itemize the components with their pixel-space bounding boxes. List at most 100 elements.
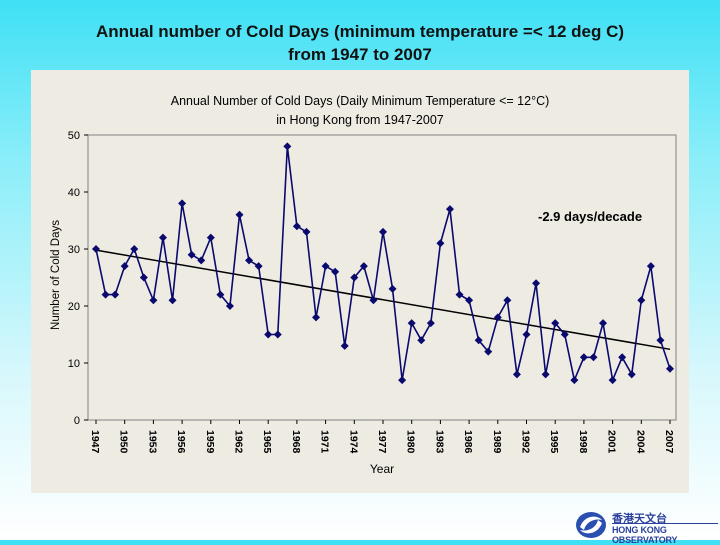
data-point (225, 302, 234, 310)
data-point (522, 330, 531, 339)
hong-kong-observatory-logo: 香港天文台 HONG KONG OBSERVATORY (572, 508, 720, 545)
x-tick-label: 1962 (233, 430, 245, 454)
data-point (503, 296, 512, 305)
chart-panel (31, 70, 689, 493)
data-point (560, 330, 569, 339)
x-tick-label: 2004 (634, 430, 646, 454)
data-point (149, 296, 158, 305)
data-point (350, 273, 359, 282)
data-point (512, 370, 521, 379)
data-point (388, 284, 397, 293)
data-point (120, 262, 129, 271)
chart-title-line1: Annual Number of Cold Days (Daily Minimu… (171, 94, 550, 108)
data-point (436, 239, 445, 248)
data-point (455, 290, 464, 299)
logo-chinese-text: 香港天文台 (612, 513, 667, 525)
y-axis-label: Number of Cold Days (50, 220, 62, 330)
data-point (111, 290, 120, 299)
data-point (197, 256, 206, 265)
x-tick-label: 1995 (548, 430, 560, 454)
data-point (493, 313, 502, 322)
data-point (292, 222, 301, 231)
data-point (359, 262, 368, 271)
data-point (407, 319, 416, 328)
data-point (656, 336, 665, 345)
x-tick-label: 1965 (261, 430, 273, 454)
data-point (139, 273, 148, 282)
data-point (445, 205, 454, 214)
data-point (541, 370, 550, 379)
data-point (627, 370, 636, 379)
x-tick-label: 2007 (663, 430, 675, 454)
y-tick-label: 0 (74, 415, 80, 427)
data-point (312, 313, 321, 322)
x-tick-label: 1953 (146, 430, 158, 454)
data-point (589, 353, 598, 362)
x-tick-label: 1992 (520, 430, 532, 454)
data-point (570, 376, 579, 385)
data-point (302, 227, 311, 236)
y-tick-label: 20 (68, 301, 80, 313)
x-tick-label: 1977 (376, 430, 388, 454)
data-point (264, 330, 273, 339)
x-tick-label: 1971 (319, 430, 331, 454)
logo-divider (612, 523, 718, 524)
x-tick-label: 1968 (290, 430, 302, 454)
series-line (95, 146, 671, 383)
data-point (187, 250, 196, 259)
data-point (178, 199, 187, 208)
data-point (608, 376, 617, 385)
slide-title-line1: Annual number of Cold Days (minimum temp… (95, 22, 625, 41)
data-point (426, 319, 435, 328)
data-point (465, 296, 474, 305)
data-point (206, 233, 215, 242)
data-point (273, 330, 282, 339)
slide-title-line2: from 1947 to 2007 (288, 45, 432, 64)
data-point (321, 262, 330, 271)
x-tick-label: 1947 (89, 430, 101, 454)
logo-english-text: HONG KONG OBSERVATORY (612, 525, 678, 545)
observatory-swirl-icon (576, 512, 606, 538)
data-point (618, 353, 627, 362)
data-point (369, 296, 378, 305)
x-tick-label: 1989 (491, 430, 503, 454)
data-point (484, 347, 493, 356)
data-point (340, 341, 349, 350)
x-tick-label: 1956 (175, 430, 187, 454)
data-point (331, 267, 340, 276)
data-point (599, 319, 608, 328)
x-tick-label: 1980 (405, 430, 417, 454)
x-tick-label: 2001 (606, 430, 618, 454)
data-point (579, 353, 588, 362)
data-point (168, 296, 177, 305)
x-axis-label: Year (370, 462, 394, 476)
data-point (637, 296, 646, 305)
data-point (398, 376, 407, 385)
y-tick-label: 40 (68, 187, 80, 199)
x-tick-label: 1974 (347, 430, 359, 454)
y-tick-label: 50 (68, 130, 80, 142)
y-tick-label: 30 (68, 244, 80, 256)
data-point (101, 290, 110, 299)
x-tick-label: 1959 (204, 430, 216, 454)
plot-area (87, 134, 677, 421)
data-point (245, 256, 254, 265)
x-tick-label: 1986 (462, 430, 474, 454)
trend-line (95, 249, 671, 351)
data-point (216, 290, 225, 299)
data-point (283, 142, 292, 151)
trend-annotation: -2.9 days/decade (538, 209, 642, 224)
data-point (474, 336, 483, 345)
data-point (532, 279, 541, 288)
data-point (254, 262, 263, 271)
data-point (92, 245, 100, 253)
data-point (417, 336, 426, 345)
data-point (130, 245, 139, 253)
chart-title-line2: in Hong Kong from 1947-2007 (276, 113, 444, 127)
data-point (235, 210, 244, 219)
x-tick-label: 1950 (118, 430, 130, 454)
data-point (158, 233, 167, 242)
x-tick-label: 1998 (577, 430, 589, 454)
y-tick-label: 10 (68, 358, 80, 370)
